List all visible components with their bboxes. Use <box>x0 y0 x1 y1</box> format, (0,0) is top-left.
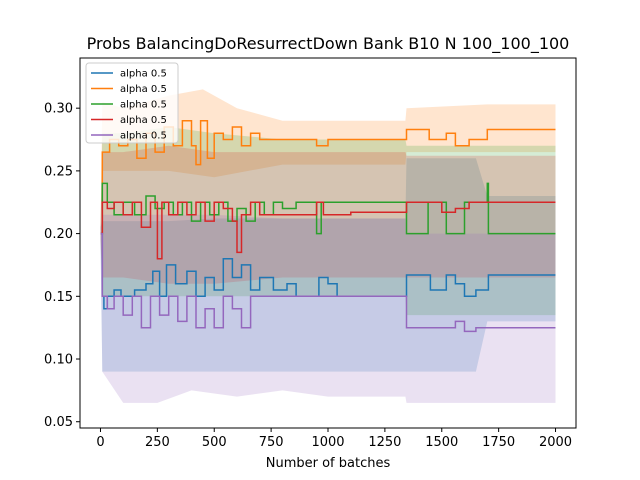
chart-title: Probs BalancingDoResurrectDown Bank B10 … <box>87 34 570 54</box>
series-2-band <box>100 89 556 240</box>
y-tick-label: 0.15 <box>44 290 73 305</box>
x-tick-label: 2000 <box>539 435 572 450</box>
x-tick-label: 250 <box>145 435 170 450</box>
y-tick-label: 0.25 <box>44 164 73 179</box>
y-tick-label: 0.05 <box>44 415 73 430</box>
legend-label: alpha 0.5 <box>120 131 167 142</box>
x-tick-label: 1500 <box>425 435 458 450</box>
legend: alpha 0.5 alpha 0.5 alpha 0.5 alpha 0.5 alph… <box>85 62 179 144</box>
series-3-line <box>100 182 556 235</box>
legend-label: alpha 0.5 <box>120 69 167 80</box>
legend-label: alpha 0.5 <box>120 84 167 95</box>
x-tick-label: 1250 <box>368 435 401 450</box>
y-axis-ticks: 0.05 0.10 0.15 0.20 0.25 0.30 <box>44 102 80 430</box>
x-tick-label: 1000 <box>311 435 344 450</box>
series-1-line <box>100 232 556 310</box>
x-tick-label: 1750 <box>482 435 515 450</box>
y-tick-label: 0.30 <box>44 102 73 117</box>
series-2-line <box>100 119 556 235</box>
series-5-line <box>100 232 556 333</box>
series-3-band <box>100 127 556 316</box>
series-5-band <box>100 214 556 403</box>
series-lines <box>100 119 556 333</box>
x-axis-ticks: 0 250 500 750 1000 1250 1500 1750 2000 <box>96 428 572 450</box>
y-tick-label: 0.10 <box>44 353 73 368</box>
y-tick-label: 0.20 <box>44 227 73 242</box>
legend-label: alpha 0.5 <box>120 115 167 126</box>
confidence-bands <box>100 89 556 403</box>
legend-box <box>85 62 179 144</box>
series-4-line <box>100 201 556 260</box>
x-tick-label: 500 <box>202 435 227 450</box>
x-tick-label: 0 <box>96 435 104 450</box>
legend-label: alpha 0.5 <box>120 100 167 111</box>
x-tick-label: 750 <box>259 435 284 450</box>
x-axis-label: Number of batches <box>266 456 391 471</box>
